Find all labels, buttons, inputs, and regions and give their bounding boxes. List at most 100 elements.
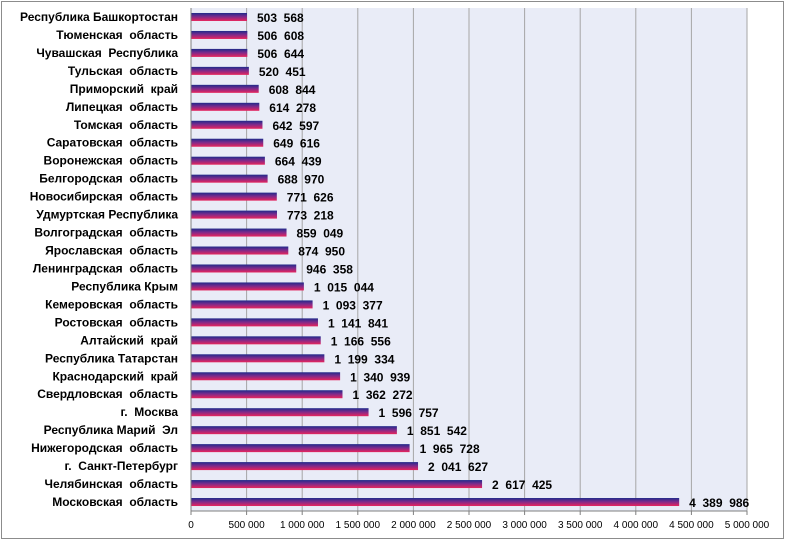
bar: [191, 138, 264, 147]
x-tick-label: 0: [188, 520, 194, 531]
category-label: Чувашская Республика: [36, 46, 178, 60]
bar: [191, 282, 304, 291]
x-tick-label: 4 000 000: [614, 520, 659, 531]
data-label: 1 199 334: [334, 352, 394, 366]
category-label: Белгородская область: [39, 172, 178, 186]
category-labels: Республика Башкортостан Тюменская область…: [20, 10, 178, 509]
category-label: Ленинградская область: [33, 261, 178, 275]
bar: [191, 264, 297, 273]
category-label: Волгоградская область: [34, 226, 178, 240]
bar: [191, 192, 277, 201]
bar: [191, 336, 321, 345]
category-label: Ярославская область: [45, 244, 178, 258]
x-tick-label: 2 500 000: [447, 520, 492, 531]
x-tick-label: 500 000: [229, 520, 266, 531]
bar: [191, 102, 260, 111]
bar: [191, 498, 680, 507]
data-label: 1 015 044: [314, 280, 374, 294]
data-label: 1 965 728: [420, 442, 480, 456]
data-label: 2 617 425: [492, 478, 552, 492]
data-label: 773 218: [287, 209, 334, 223]
x-tick-label: 1 500 000: [336, 520, 381, 531]
category-label: Челябинская область: [45, 477, 178, 491]
bar: [191, 228, 287, 237]
bar: [191, 300, 313, 309]
data-label: 4 389 986: [689, 496, 749, 510]
data-label: 1 340 939: [350, 370, 410, 384]
bar: [191, 354, 325, 363]
category-label: Воронежская область: [44, 154, 178, 168]
category-label: г. Москва: [120, 405, 178, 419]
category-label: Алтайский край: [80, 333, 178, 347]
bar: [191, 444, 410, 453]
category-label: Тульская область: [68, 64, 178, 78]
bar: [191, 462, 419, 471]
x-tick-label: 3 000 000: [502, 520, 547, 531]
data-label: 649 616: [273, 137, 320, 151]
data-label: 859 049: [297, 227, 344, 241]
category-label: Липецкая область: [66, 100, 178, 114]
bar: [191, 48, 248, 57]
data-label: 1 093 377: [323, 298, 383, 312]
data-label: 1 596 757: [379, 406, 439, 420]
bars: [191, 12, 680, 507]
category-label: Краснодарский край: [52, 369, 178, 383]
category-label: Приморский край: [70, 82, 178, 96]
category-label: Ростовская область: [55, 315, 178, 329]
category-label: Республика Татарстан: [45, 351, 178, 365]
bar: [191, 408, 369, 417]
data-label: 771 626: [287, 191, 334, 205]
category-label: Новосибирская область: [30, 190, 178, 204]
data-label: 506 644: [257, 47, 304, 61]
category-label: Томская область: [74, 118, 178, 132]
data-label: 2 041 627: [428, 460, 488, 474]
bar: [191, 480, 483, 489]
data-label: 614 278: [269, 101, 316, 115]
category-label: Саратовская область: [47, 136, 178, 150]
x-tick-label: 2 000 000: [391, 520, 436, 531]
category-label: Свердловская область: [37, 387, 178, 401]
bar: [191, 30, 248, 39]
category-label: г. Санкт-Петербург: [64, 459, 178, 473]
bar: [191, 174, 268, 183]
data-label: 946 358: [306, 262, 353, 276]
bar: [191, 84, 259, 93]
bar: [191, 390, 343, 399]
bar: [191, 318, 318, 327]
data-label: 608 844: [269, 83, 316, 97]
data-label: 520 451: [259, 65, 306, 79]
bar: [191, 120, 263, 129]
category-label: Московская область: [52, 495, 178, 509]
data-label: 1 141 841: [328, 316, 388, 330]
category-label: Удмуртская Республика: [36, 208, 178, 222]
data-label: 506 608: [257, 29, 304, 43]
x-axis-tick-labels: 0 500 000 1 000 000 1 500 000 2 000 000 2 500…: [188, 511, 770, 531]
x-tick-label: 1 000 000: [280, 520, 325, 531]
bar: [191, 156, 265, 165]
bar: [191, 66, 249, 75]
bar: [191, 426, 397, 435]
bar: [191, 246, 289, 255]
bar: [191, 210, 277, 219]
data-label: 664 439: [275, 155, 322, 169]
category-label: Нижегородская область: [31, 441, 178, 455]
x-tick-label: 5 000 000: [725, 520, 770, 531]
bar: [191, 372, 341, 381]
category-label: Республика Крым: [71, 279, 178, 293]
x-tick-label: 4 500 000: [669, 520, 714, 531]
data-labels: 503 568 506 608 506 644 520 451 608 844 614 2…: [257, 11, 750, 510]
data-label: 1 362 272: [352, 388, 412, 402]
data-label: 642 597: [272, 119, 319, 133]
data-label: 1 851 542: [407, 424, 467, 438]
data-label: 874 950: [298, 245, 345, 259]
data-label: 688 970: [278, 173, 325, 187]
category-label: Кемеровская область: [45, 297, 178, 311]
category-label: Тюменская область: [56, 28, 178, 42]
x-tick-label: 3 500 000: [558, 520, 603, 531]
data-label: 1 166 556: [331, 334, 391, 348]
category-label: Республика Башкортостан: [20, 10, 178, 24]
data-label: 503 568: [257, 11, 304, 25]
bar: [191, 12, 247, 21]
category-label: Республика Марий Эл: [44, 423, 178, 437]
